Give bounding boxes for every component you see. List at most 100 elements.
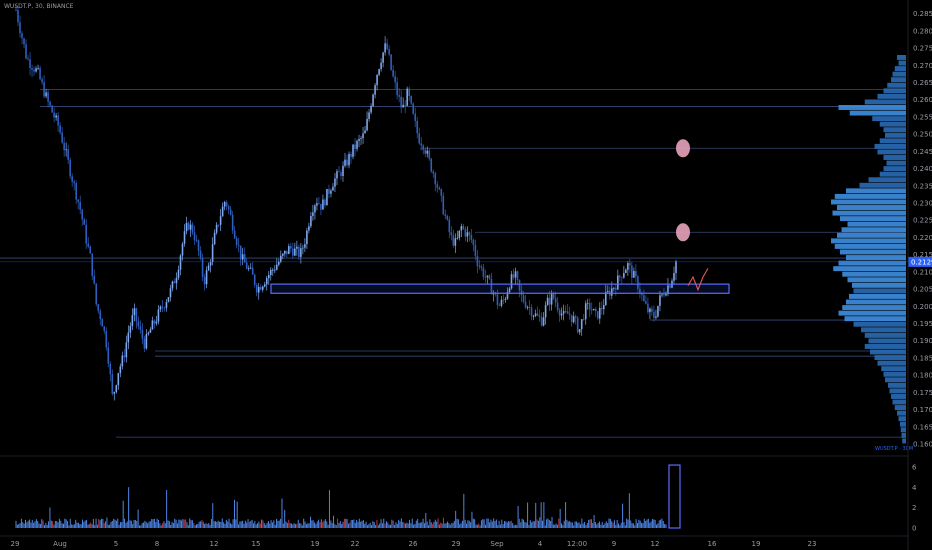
candle-body xyxy=(376,74,378,86)
volume-profile-bar xyxy=(902,438,906,444)
volume-profile-bar xyxy=(894,66,906,72)
time-tick-label: 26 xyxy=(409,540,418,548)
candle-body xyxy=(137,321,140,327)
candle-body xyxy=(57,115,59,126)
candle-body xyxy=(207,265,210,271)
target-circle xyxy=(676,139,690,158)
time-axis[interactable]: 29 Aug 5 8 12 15 19 22 26 29 Sep 4 12:00 9 12 16 19 23 xyxy=(11,540,817,548)
volume-profile-bar xyxy=(891,77,906,83)
volume-tick-label: 0 xyxy=(912,525,916,533)
candle-body xyxy=(402,104,404,108)
candle-body xyxy=(629,263,631,266)
candle-body xyxy=(225,202,228,207)
candle-body xyxy=(510,274,513,289)
volume-profile-bar xyxy=(883,371,906,377)
candle-body xyxy=(434,173,437,185)
candle-body xyxy=(67,149,69,160)
candle-body xyxy=(292,248,294,256)
candle-body xyxy=(127,332,130,343)
candle-body xyxy=(39,68,41,80)
candle-body xyxy=(350,154,352,157)
candle-body xyxy=(524,301,527,308)
candle-body xyxy=(344,159,346,166)
candle-body xyxy=(191,224,194,233)
candle-body xyxy=(476,256,479,267)
candle-body xyxy=(536,313,539,316)
candle-body xyxy=(239,245,242,260)
current-price-label: 0.2129 xyxy=(911,258,932,266)
candle-body xyxy=(280,255,282,262)
volume-profile-bar xyxy=(849,110,906,116)
volume-profile-bar xyxy=(894,405,906,411)
candle-body xyxy=(249,267,252,269)
candle-body xyxy=(665,293,667,296)
time-tick-label: 19 xyxy=(311,540,320,548)
candle-body xyxy=(99,310,102,320)
candle-body xyxy=(241,254,244,260)
volume-profile-bar xyxy=(872,116,906,122)
candle-body xyxy=(306,230,308,245)
candle-body xyxy=(211,244,214,262)
candle-body xyxy=(332,186,334,191)
volume-profile-bar xyxy=(885,132,906,138)
candle-body xyxy=(368,112,370,119)
candle-body xyxy=(263,284,266,287)
candle-body xyxy=(275,264,278,270)
volume-tick-label: 2 xyxy=(912,504,916,512)
candle-body xyxy=(59,125,61,133)
candle-body xyxy=(27,58,29,60)
volume-profile-bar xyxy=(892,71,906,77)
candle-body xyxy=(472,239,475,246)
candle-body xyxy=(259,287,262,290)
volume-profile-bar xyxy=(898,416,906,422)
candle-body xyxy=(151,320,154,330)
candle-body xyxy=(31,68,33,70)
candle-body xyxy=(29,59,31,69)
candle-body xyxy=(201,257,204,277)
candle-body xyxy=(594,308,597,312)
candle-body xyxy=(316,203,318,206)
candle-body xyxy=(615,287,617,290)
volume-profile-bar xyxy=(883,166,906,172)
time-tick-label: 19 xyxy=(752,540,761,548)
candle-body xyxy=(330,190,332,194)
candle-body xyxy=(432,171,435,174)
volume-profile-bar xyxy=(834,193,906,199)
candle-body xyxy=(454,238,457,246)
candle-body xyxy=(107,347,110,364)
candle-body xyxy=(574,316,577,318)
candle-body xyxy=(55,115,57,118)
volume-profile-bar xyxy=(852,282,906,288)
candle-body xyxy=(360,138,362,140)
candle-body xyxy=(89,246,92,254)
volume-profile-bar xyxy=(877,360,906,366)
candle-body xyxy=(518,279,521,291)
volume-profile-bar xyxy=(897,55,906,60)
candle-body xyxy=(560,313,563,316)
candle-body xyxy=(338,171,340,173)
candle-body xyxy=(623,273,625,278)
candle-body xyxy=(167,297,170,302)
time-tick-label: Aug xyxy=(53,540,67,548)
volume-profile-bar xyxy=(834,243,906,249)
candle-body xyxy=(93,275,96,284)
candle-body xyxy=(17,10,19,23)
volume-profile-bar xyxy=(885,377,906,383)
candle-body xyxy=(631,265,633,278)
candle-body xyxy=(209,261,212,266)
candle-body xyxy=(462,226,465,229)
candle-body xyxy=(436,184,439,188)
candle-body xyxy=(155,321,158,324)
candle-body xyxy=(655,316,657,318)
candle-body xyxy=(466,232,469,237)
